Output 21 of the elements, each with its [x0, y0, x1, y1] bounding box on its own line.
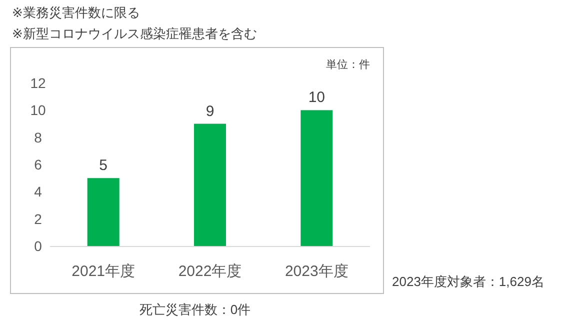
- text: ※新型コロナウイルス感染症罹患者を含む: [12, 26, 257, 41]
- text: 単位：件: [326, 59, 370, 71]
- y-tick-label: 2: [34, 210, 42, 227]
- x-tick-label: 2023年度: [284, 263, 348, 280]
- data-label: 9: [206, 102, 214, 120]
- y-tick-label: 0: [34, 238, 42, 254]
- x-tick-label: 2022年度: [178, 263, 242, 280]
- bar: [87, 178, 120, 246]
- data-label: 5: [99, 157, 108, 174]
- text: 2023年度対象者：1,629名: [392, 274, 544, 289]
- x-tick-label: 2021年度: [72, 263, 136, 280]
- y-tick-label: 10: [30, 102, 46, 118]
- y-tick-label: 8: [34, 129, 42, 146]
- text: ※業務災害件数に限る: [12, 5, 140, 20]
- y-tick-label: 4: [34, 184, 42, 200]
- bar: [194, 124, 226, 246]
- y-tick-label: 12: [30, 75, 46, 91]
- bar: [300, 110, 333, 246]
- text: 死亡災害件数：0件: [139, 302, 251, 317]
- y-tick-label: 6: [34, 156, 42, 172]
- data-label: 10: [308, 89, 326, 106]
